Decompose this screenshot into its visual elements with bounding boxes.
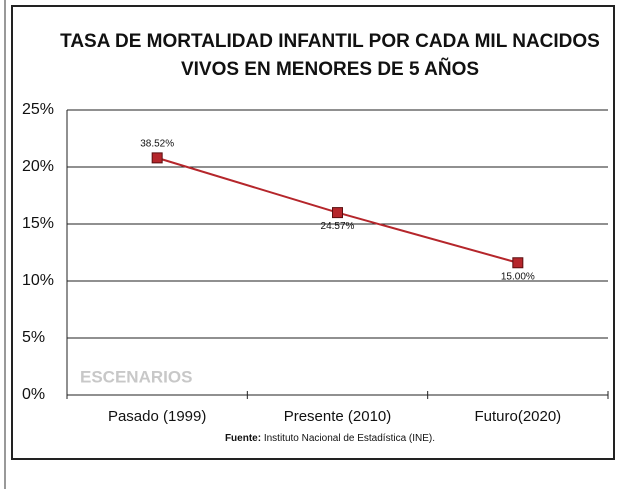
y-tick-label: 10%	[22, 272, 54, 289]
chart-title: TASA DE MORTALIDAD INFANTIL POR CADA MIL…	[60, 31, 600, 52]
y-tick-label: 15%	[22, 215, 54, 232]
x-tick-label: Presente (2010)	[284, 408, 392, 425]
source-label: Fuente:	[225, 433, 261, 444]
marker	[512, 257, 524, 269]
x-tick-label: Futuro(2020)	[474, 408, 561, 425]
source: Fuente: Instituto Nacional de Estadístic…	[225, 433, 435, 444]
source-text: Instituto Nacional de Estadística (INE).	[264, 433, 435, 444]
chart-title: VIVOS EN MENORES DE 5 AÑOS	[181, 58, 479, 80]
marker	[332, 207, 343, 219]
annotation: 15.00%	[501, 271, 535, 282]
frame	[11, 5, 615, 460]
y-tick-label: 5%	[22, 329, 45, 346]
x-tick-label: Pasado (1999)	[108, 408, 206, 425]
axis-note: ESCENARIOS	[80, 367, 192, 386]
marker	[151, 152, 163, 164]
annotation: 24.57%	[321, 221, 355, 232]
annotation: 38.52%	[140, 139, 174, 150]
y-tick-label: 20%	[22, 158, 54, 175]
y-tick-label: 25%	[22, 101, 54, 118]
y-tick-label: 0%	[22, 386, 45, 403]
